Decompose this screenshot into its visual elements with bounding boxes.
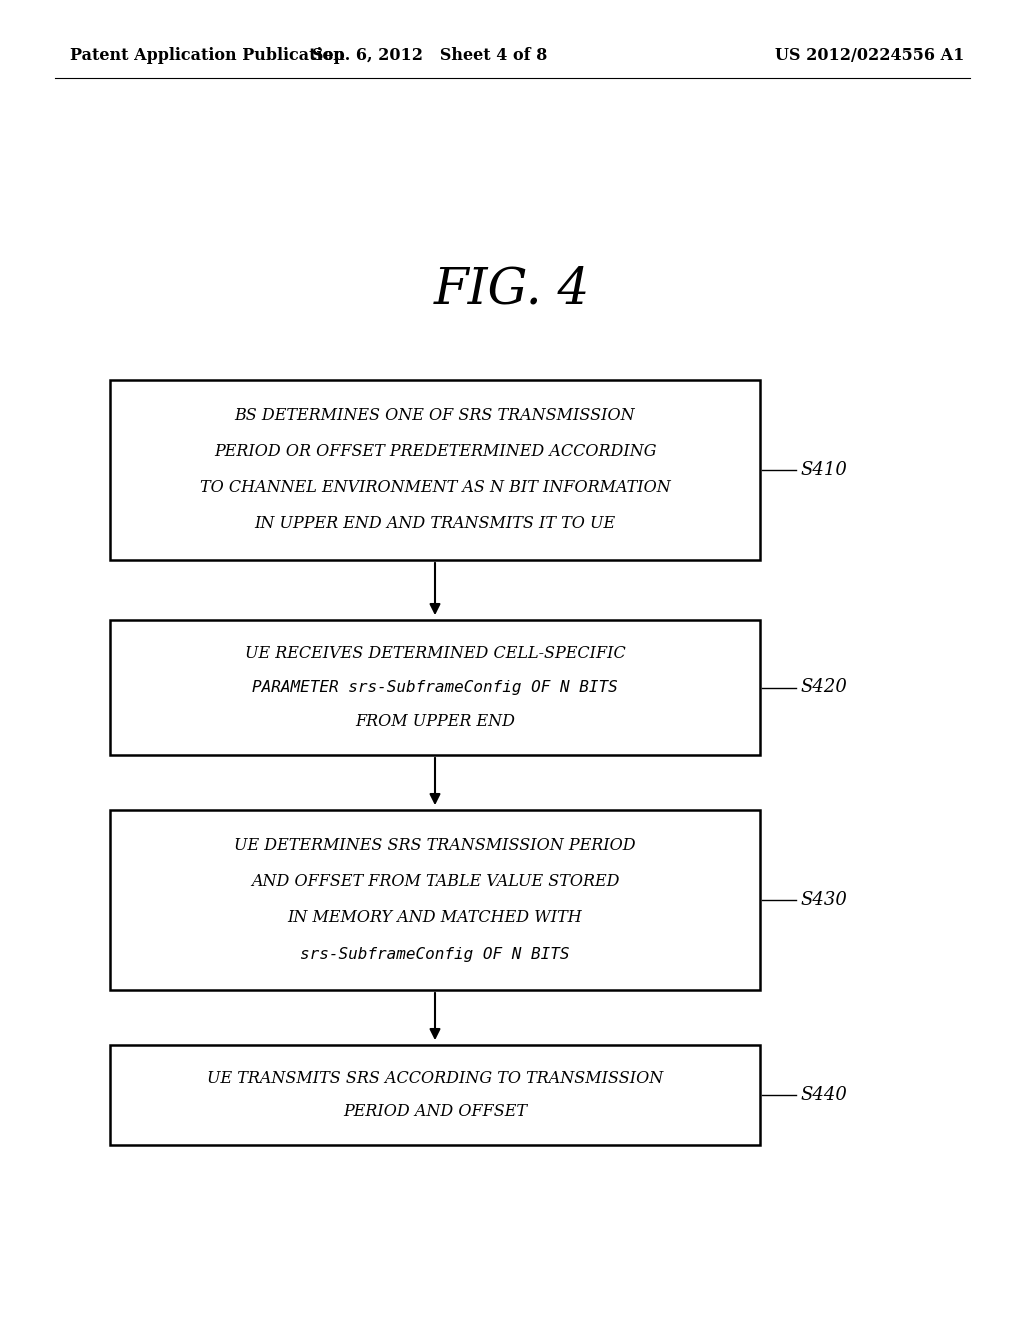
Text: AND OFFSET FROM TABLE VALUE STORED: AND OFFSET FROM TABLE VALUE STORED	[251, 874, 620, 891]
Text: US 2012/0224556 A1: US 2012/0224556 A1	[775, 46, 965, 63]
Text: Patent Application Publication: Patent Application Publication	[70, 46, 345, 63]
Bar	[110, 380, 760, 560]
Text: PERIOD OR OFFSET PREDETERMINED ACCORDING: PERIOD OR OFFSET PREDETERMINED ACCORDING	[214, 444, 656, 461]
Text: S440: S440	[800, 1086, 847, 1104]
Text: S420: S420	[800, 678, 847, 697]
Text: srs-SubframeConfig OF N BITS: srs-SubframeConfig OF N BITS	[300, 946, 569, 961]
Text: UE DETERMINES SRS TRANSMISSION PERIOD: UE DETERMINES SRS TRANSMISSION PERIOD	[234, 837, 636, 854]
Bar	[110, 810, 760, 990]
Text: FROM UPPER END: FROM UPPER END	[355, 713, 515, 730]
Bar	[110, 620, 760, 755]
Bar	[110, 1045, 760, 1144]
Text: UE TRANSMITS SRS ACCORDING TO TRANSMISSION: UE TRANSMITS SRS ACCORDING TO TRANSMISSI…	[207, 1069, 664, 1086]
Text: BS DETERMINES ONE OF SRS TRANSMISSION: BS DETERMINES ONE OF SRS TRANSMISSION	[234, 408, 635, 425]
Text: PERIOD AND OFFSET: PERIOD AND OFFSET	[343, 1104, 527, 1121]
Text: IN MEMORY AND MATCHED WITH: IN MEMORY AND MATCHED WITH	[288, 909, 583, 927]
Text: S410: S410	[800, 461, 847, 479]
Text: PARAMETER srs-SubframeConfig OF N BITS: PARAMETER srs-SubframeConfig OF N BITS	[252, 680, 617, 696]
Text: TO CHANNEL ENVIRONMENT AS N BIT INFORMATION: TO CHANNEL ENVIRONMENT AS N BIT INFORMAT…	[200, 479, 671, 496]
Text: UE RECEIVES DETERMINED CELL-SPECIFIC: UE RECEIVES DETERMINED CELL-SPECIFIC	[245, 645, 626, 663]
Text: FIG. 4: FIG. 4	[434, 265, 590, 314]
Text: Sep. 6, 2012   Sheet 4 of 8: Sep. 6, 2012 Sheet 4 of 8	[312, 46, 548, 63]
Text: IN UPPER END AND TRANSMITS IT TO UE: IN UPPER END AND TRANSMITS IT TO UE	[254, 516, 615, 532]
Text: S430: S430	[800, 891, 847, 909]
